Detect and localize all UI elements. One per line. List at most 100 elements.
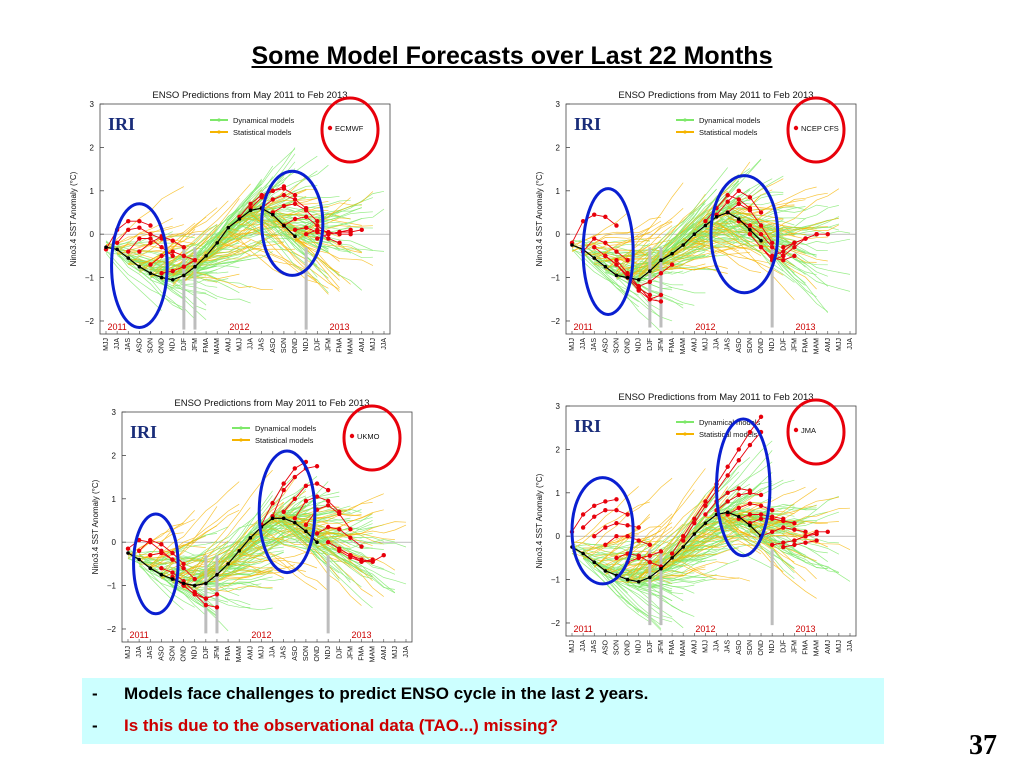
highlight-model-point: [281, 481, 286, 486]
highlight-model-point: [725, 199, 730, 204]
highlight-model-point: [214, 592, 220, 597]
highlight-model-point: [170, 557, 175, 562]
observed-point: [304, 529, 308, 534]
highlight-model-point: [814, 231, 819, 237]
statistical-model-line: [627, 245, 706, 278]
x-tick-label: MAM: [236, 646, 243, 663]
highlight-model-point: [592, 245, 597, 250]
highlight-model-line: [783, 540, 817, 548]
legend-marker: [793, 125, 799, 131]
observed-point: [603, 569, 608, 573]
highlight-model-point: [326, 231, 331, 237]
legend-marker: [239, 438, 243, 442]
y-tick-label: −1: [85, 274, 95, 283]
y-tick-label: 1: [556, 489, 561, 498]
highlight-model-point: [625, 512, 630, 517]
y-tick-label: 2: [556, 445, 561, 454]
legend-label: Dynamical models: [233, 116, 295, 125]
highlight-model-point: [769, 542, 775, 548]
chart-svg: ENSO Predictions from May 2011 to Feb 20…: [91, 398, 413, 663]
highlight-model-point: [725, 490, 730, 495]
legend-marker: [683, 118, 687, 122]
highlight-model-point: [159, 542, 164, 547]
x-tick-label: MJJ: [702, 640, 709, 653]
observed-point: [703, 223, 708, 228]
dynamical-model-line: [760, 234, 851, 275]
highlight-model-point: [647, 279, 653, 285]
red-legend-ellipse: [320, 96, 380, 164]
x-tick-label: JAS: [725, 640, 732, 653]
blue-highlight-ellipse: [260, 169, 325, 277]
blue-highlight-ellipse: [110, 202, 169, 329]
observed-point: [182, 273, 186, 278]
legend-label-highlight: ECMWF: [335, 124, 364, 133]
dynamical-model-line: [217, 241, 284, 250]
x-tick-label: FMA: [669, 338, 676, 353]
highlight-model-point: [614, 258, 619, 263]
statistical-model-line: [627, 485, 717, 574]
highlight-model-point: [758, 503, 764, 509]
x-tick-label: MJJ: [125, 646, 132, 659]
observed-point: [692, 232, 697, 236]
slide-title: Some Model Forecasts over Last 22 Months: [251, 42, 773, 70]
chart-svg: ENSO Predictions from May 2011 to Feb 20…: [535, 90, 857, 354]
statistical-model-line: [127, 518, 195, 557]
dynamical-model-line: [638, 483, 717, 580]
statistical-model-line: [228, 233, 318, 284]
x-tick-label: JJA: [714, 338, 721, 350]
highlight-model-point: [181, 566, 186, 571]
highlight-model-point: [703, 499, 708, 504]
x-tick-label: DJF: [647, 338, 654, 351]
x-tick-label: ASO: [136, 337, 143, 352]
x-tick-label: FMA: [803, 640, 810, 655]
highlight-model-point: [792, 527, 797, 532]
dynamical-model-line: [638, 578, 717, 588]
statistical-model-line: [272, 202, 362, 219]
x-tick-label: MJJ: [836, 338, 843, 351]
statistical-model-line: [627, 523, 684, 583]
highlight-model-point: [137, 218, 142, 224]
observed-point: [148, 271, 153, 276]
highlight-model-point: [125, 546, 131, 551]
dynamical-model-line: [250, 212, 329, 294]
highlight-model-line: [682, 431, 762, 541]
year-label: 2011: [107, 322, 126, 332]
highlight-model-point: [303, 498, 309, 504]
y-axis-label: Nino3.4 SST Anomaly (°C): [535, 171, 544, 266]
highlight-model-point: [203, 602, 209, 608]
dynamical-model-line: [105, 249, 184, 311]
dynamical-model-line: [183, 235, 273, 281]
bullet-dash: -: [92, 684, 98, 703]
observed-point: [271, 212, 275, 217]
x-tick-label: MJJ: [569, 640, 576, 653]
x-tick-label: MJJ: [370, 338, 377, 351]
x-tick-label: AMJ: [691, 338, 698, 352]
dynamical-model-line: [738, 219, 829, 314]
x-tick-label: FMA: [669, 640, 676, 655]
x-tick-label: NDJ: [192, 646, 199, 660]
highlight-model-point: [303, 483, 309, 488]
highlight-model-point: [181, 264, 187, 269]
statistical-model-line: [738, 507, 795, 515]
observed-point: [159, 275, 164, 280]
highlight-model-point: [703, 218, 708, 224]
dynamical-model-line: [672, 544, 750, 564]
statistical-model-line: [616, 182, 684, 272]
dynamical-model-line: [738, 212, 829, 312]
bullet-box: - Models face challenges to predict ENSO…: [82, 678, 884, 744]
x-tick-label: OND: [625, 640, 632, 656]
x-tick-label: NDJ: [636, 338, 643, 352]
highlight-model-point: [315, 227, 320, 233]
highlight-model-point: [769, 529, 775, 535]
highlight-model-point: [580, 525, 586, 530]
x-tick-label: JAS: [147, 646, 154, 659]
x-tick-label: SON: [613, 338, 620, 353]
y-axis-label: Nino3.4 SST Anomaly (°C): [91, 479, 100, 574]
dynamical-model-line: [727, 510, 795, 580]
highlight-model-point: [136, 548, 142, 554]
highlight-model-point: [148, 240, 153, 246]
x-tick-label: MAM: [814, 640, 821, 657]
legend-marker: [217, 118, 221, 122]
chart-title: ENSO Predictions from May 2011 to Feb 20…: [174, 398, 369, 409]
x-tick-label: JJA: [580, 640, 587, 652]
